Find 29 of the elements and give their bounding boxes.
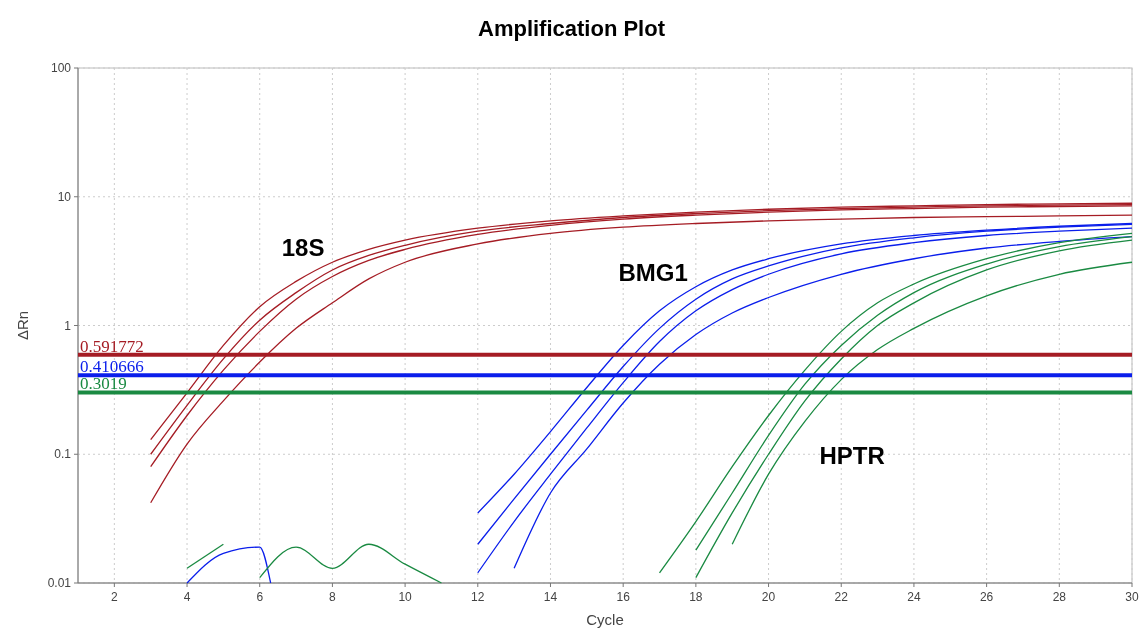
x-tick-label: 26	[979, 590, 994, 604]
x-axis-title: Cycle	[586, 611, 624, 628]
x-tick-label: 24	[907, 590, 921, 604]
ref-line-label: 0.3019	[80, 374, 127, 394]
x-tick-label: 12	[471, 590, 485, 604]
x-tick-label: 30	[1125, 590, 1139, 604]
x-tick-label: 28	[1052, 590, 1067, 604]
y-tick-label: 1	[64, 318, 72, 333]
x-tick-label: 4	[183, 590, 191, 604]
x-tick-label: 14	[543, 590, 558, 604]
y-axis-title: ΔRn	[14, 310, 31, 341]
y-tick-label: 0.01	[47, 576, 72, 590]
series-label: BMG1	[618, 258, 688, 286]
ref-line-label: 0.591772	[80, 336, 144, 356]
x-tick-label: 22	[834, 590, 849, 604]
y-tick-label: 10	[57, 189, 72, 204]
y-tick-label: 0.1	[54, 447, 72, 462]
x-tick-label: 16	[616, 590, 631, 604]
series-label: HPTR	[819, 442, 885, 470]
chart-title: Amplification Plot	[478, 16, 666, 41]
series-label: 18S	[281, 234, 325, 262]
y-tick-label: 100	[50, 61, 72, 75]
ref-line-label: 0.410666	[80, 357, 144, 377]
x-tick-label: 10	[398, 590, 413, 604]
x-tick-label: 20	[761, 590, 776, 604]
x-tick-label: 18	[689, 590, 703, 604]
x-tick-label: 6	[256, 590, 264, 604]
x-tick-label: 2	[111, 590, 118, 604]
x-tick-label: 8	[329, 590, 337, 604]
